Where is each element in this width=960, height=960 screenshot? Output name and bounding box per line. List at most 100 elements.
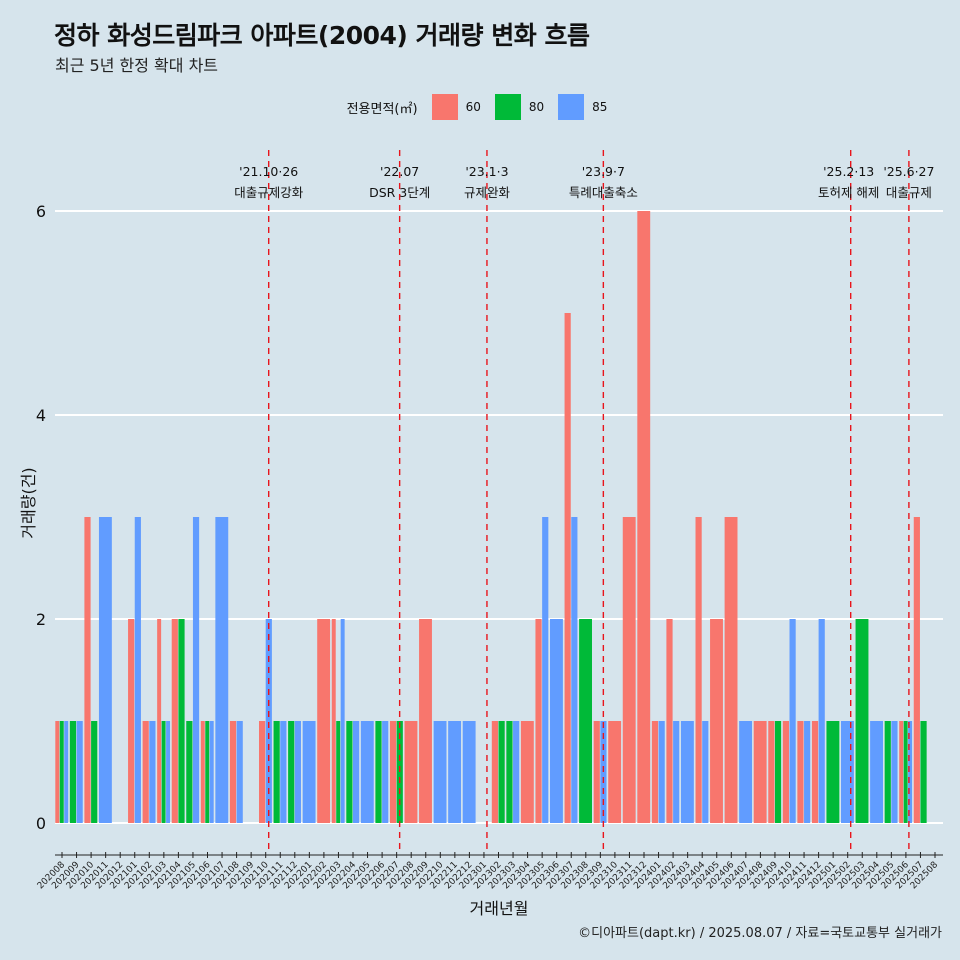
bar-85-202009 [76,721,83,823]
bar-85-202506 [908,721,913,823]
annotation-date: '25.6·27 [883,164,934,179]
bar-85-202407 [739,721,753,823]
bar-60-202401 [651,721,659,823]
bar-85-202303 [513,721,520,823]
bar-85-202307 [571,517,578,823]
bar-60-202410 [782,721,789,823]
bar-80-202507 [920,721,927,823]
y-tick-label: 6 [36,202,46,221]
bar-60-202101 [128,619,135,823]
bar-60-202311 [622,517,636,823]
bar-60-202104 [171,619,178,823]
bar-60-202412 [811,721,819,823]
bar-80-202303 [506,721,513,823]
bar-60-202110 [259,721,266,823]
annotation-date: '21.10·26 [239,164,298,179]
legend-label-85: 85 [592,100,608,114]
bar-85-202008 [64,721,69,823]
bar-60-202106 [200,721,205,823]
bar-60-202208 [404,721,418,823]
bar-85-202505 [891,721,898,823]
bar-60-202202 [317,619,331,823]
bar-80-202111 [273,721,280,823]
bar-85-202107 [215,517,229,823]
legend-swatch-80 [494,94,521,120]
y-tick-label: 0 [36,814,46,833]
bar-80-202501 [826,721,840,823]
bar-85-202204 [353,721,360,823]
bar-80-202203 [336,721,341,823]
bar-60-202305 [535,619,542,823]
bar-85-202403 [680,721,694,823]
bar-85-202111 [280,721,287,823]
bar-60-202304 [520,721,534,823]
bar-60-202207 [389,721,397,823]
y-tick-label: 4 [36,406,46,425]
bar-60-202307 [564,313,571,823]
bar-60-202203 [331,619,336,823]
bar-60-202312 [637,211,651,823]
bar-85-202102 [149,721,156,823]
annotation-label: DSR 3단계 [369,185,430,200]
bar-60-202103 [157,619,162,823]
annotation-label: 규제완화 [464,185,511,200]
annotation-date: '23.1·3 [465,164,508,179]
bar-80-202112 [288,721,295,823]
bar-60-202405 [710,619,723,823]
bar-60-202102 [142,721,149,823]
y-axis-title: 거래량(건) [19,467,38,538]
legend-swatch-85 [558,94,585,120]
bar-85-202305 [542,517,549,823]
legend-label-80: 80 [528,100,545,114]
bar-85-202504 [870,721,883,823]
bar-85-202103 [166,721,171,823]
bar-80-202206 [375,721,382,823]
bar-85-202205 [360,721,374,823]
bar-60-202008 [55,721,60,823]
bar-85-202110 [265,619,272,823]
bar-80-202409 [774,721,782,823]
bar-85-202106 [209,721,214,823]
bar-85-202101 [134,517,141,823]
annotation-label: 토허제 해제 [818,185,879,200]
bar-85-202410 [789,619,796,823]
bar-80-202506 [903,721,908,823]
bar-80-202010 [91,721,98,823]
bar-60-202409 [768,721,775,823]
bar-85-202112 [294,721,301,823]
bar-60-202309 [593,721,600,823]
bar-80-202103 [161,721,166,823]
legend-item-80: 80 [494,94,545,120]
bar-80-202106 [205,721,210,823]
bar-80-202204 [346,721,353,823]
bar-85-202211 [448,721,462,823]
bar-60-202404 [695,517,702,823]
bar-60-202209 [419,619,432,823]
bar-80-202104 [178,619,185,823]
annotation-label: 대출규제 [886,185,932,200]
bar-85-202402 [673,721,680,823]
bar-85-202412 [818,619,825,823]
bar-60-202506 [899,721,904,823]
bar-85-202206 [382,721,389,823]
bar-60-202010 [84,517,91,823]
annotation-label: 대출규제강화 [234,185,304,200]
bar-85-202212 [462,721,476,823]
y-tick-label: 2 [36,610,46,629]
annotation-date: '25.2·13 [823,164,874,179]
bar-85-202401 [658,721,665,823]
bar-80-202308 [579,619,592,823]
bar-80-202008 [59,721,64,823]
bar-60-202408 [753,721,767,823]
bar-60-202310 [608,721,622,823]
bar-85-202210 [433,721,447,823]
chart-subtitle: 최근 5년 한정 확대 차트 [55,56,219,75]
bar-85-202201 [302,721,316,823]
bar-85-202105 [192,517,200,823]
source-caption: ©디아파트(dapt.kr) / 2025.08.07 / 자료=국토교통부 실… [578,926,942,941]
annotation-date: '22.07 [380,164,419,179]
legend-label-60: 60 [465,100,481,114]
legend-swatch-60 [431,94,458,120]
bar-85-202203 [340,619,345,823]
bar-85-202404 [702,721,709,823]
